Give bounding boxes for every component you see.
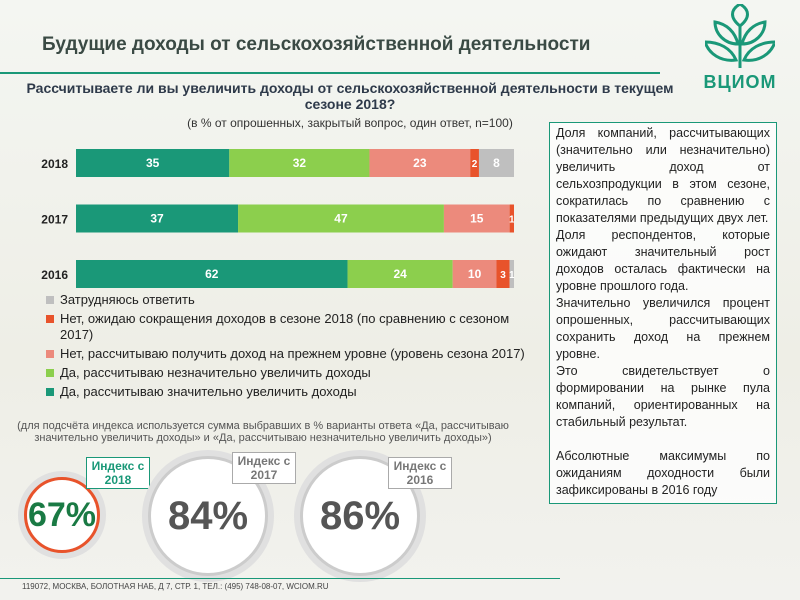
data-label: 62 xyxy=(205,267,219,281)
bar-segment xyxy=(76,149,230,177)
data-label: 47 xyxy=(334,212,348,226)
bar-segment xyxy=(76,204,239,233)
legend-swatch xyxy=(46,369,54,377)
commentary-paragraph: Доля респондентов, которые ожидают значи… xyxy=(556,228,770,293)
legend-swatch xyxy=(46,315,54,323)
commentary-paragraph: Это свидетельствует о формировании на ры… xyxy=(556,364,770,429)
index-label: Индекс с 2016 xyxy=(388,457,452,489)
slide-title: Будущие доходы от сельскохозяйственной д… xyxy=(42,34,591,55)
legend-label: Нет, рассчитываю получить доход на прежн… xyxy=(60,346,525,361)
data-label: 32 xyxy=(293,156,307,170)
bar-segment xyxy=(369,149,471,177)
legend-item: Нет, рассчитываю получить доход на прежн… xyxy=(44,346,534,362)
logo-icon xyxy=(705,4,775,68)
legend-label: Нет, ожидаю сокращения доходов в сезоне … xyxy=(60,311,510,342)
bar-segment xyxy=(478,149,514,177)
bar-segment xyxy=(238,204,444,233)
legend-label: Да, рассчитываю незначительно увеличить … xyxy=(60,365,371,380)
bar-segment xyxy=(76,260,348,288)
legend: Затрудняюсь ответить Нет, ожидаю сокращен… xyxy=(44,292,534,403)
bar-segment xyxy=(496,260,510,288)
data-label: 1 xyxy=(509,215,515,226)
note: (для подсчёта индекса используется сумма… xyxy=(17,420,509,444)
y-tick-label: 2018 xyxy=(41,157,68,171)
commentary-paragraph: Доля компаний, рассчитывающих (значитель… xyxy=(556,126,770,225)
logo-text: ВЦИОМ xyxy=(703,72,777,92)
legend-swatch xyxy=(46,296,54,304)
data-label: 8 xyxy=(493,156,500,170)
chart-subtitle: (в % от опрошенных, закрытый вопрос, оди… xyxy=(187,116,513,130)
data-label: 3 xyxy=(500,270,506,281)
data-label: 35 xyxy=(146,156,160,170)
legend-item: Да, рассчитываю незначительно увеличить … xyxy=(44,365,534,381)
bar-segment xyxy=(443,204,510,233)
bar-segment xyxy=(470,149,479,177)
commentary-paragraph: Значительно увеличился процент опрошенны… xyxy=(556,296,770,361)
bar-segment xyxy=(509,260,514,288)
bar-segment xyxy=(229,149,370,177)
data-label: 23 xyxy=(413,156,427,170)
legend-item: Нет, ожидаю сокращения доходов в сезоне … xyxy=(44,311,534,343)
bar-segment xyxy=(452,260,497,288)
bar-segment xyxy=(509,204,514,233)
divider xyxy=(0,578,560,579)
y-tick-label: 2016 xyxy=(41,268,68,282)
legend-label: Затрудняюсь ответить xyxy=(60,292,195,307)
divider xyxy=(0,72,660,74)
index-label: Индекс с 2018 xyxy=(86,457,150,489)
data-label: 24 xyxy=(393,267,407,281)
y-tick-label: 2017 xyxy=(41,213,68,227)
chart-title: Рассчитываете ли вы увеличить доходы от … xyxy=(26,80,674,112)
commentary-paragraph: Абсолютные максимумы по ожиданиям доходн… xyxy=(556,449,770,497)
bar-segment xyxy=(347,260,453,288)
index-label: Индекс с 2017 xyxy=(232,452,296,484)
legend-label: Да, рассчитываю значительно увеличить до… xyxy=(60,384,357,399)
data-label: 2 xyxy=(472,159,478,170)
data-label: 10 xyxy=(468,267,482,281)
legend-item: Да, рассчитываю значительно увеличить до… xyxy=(44,384,534,400)
data-label: 37 xyxy=(150,212,164,226)
legend-swatch xyxy=(46,350,54,358)
footer: 119072, МОСКВА, БОЛОТНАЯ НАБ, Д 7, СТР. … xyxy=(22,582,329,591)
data-label: 1 xyxy=(509,270,515,281)
data-label: 15 xyxy=(470,212,484,226)
index-circle: 86% xyxy=(300,456,420,576)
index-circle: 67% xyxy=(24,477,100,553)
legend-swatch xyxy=(46,388,54,396)
commentary: Доля компаний, рассчитывающих (значитель… xyxy=(549,122,777,504)
legend-item: Затрудняюсь ответить xyxy=(44,292,534,308)
